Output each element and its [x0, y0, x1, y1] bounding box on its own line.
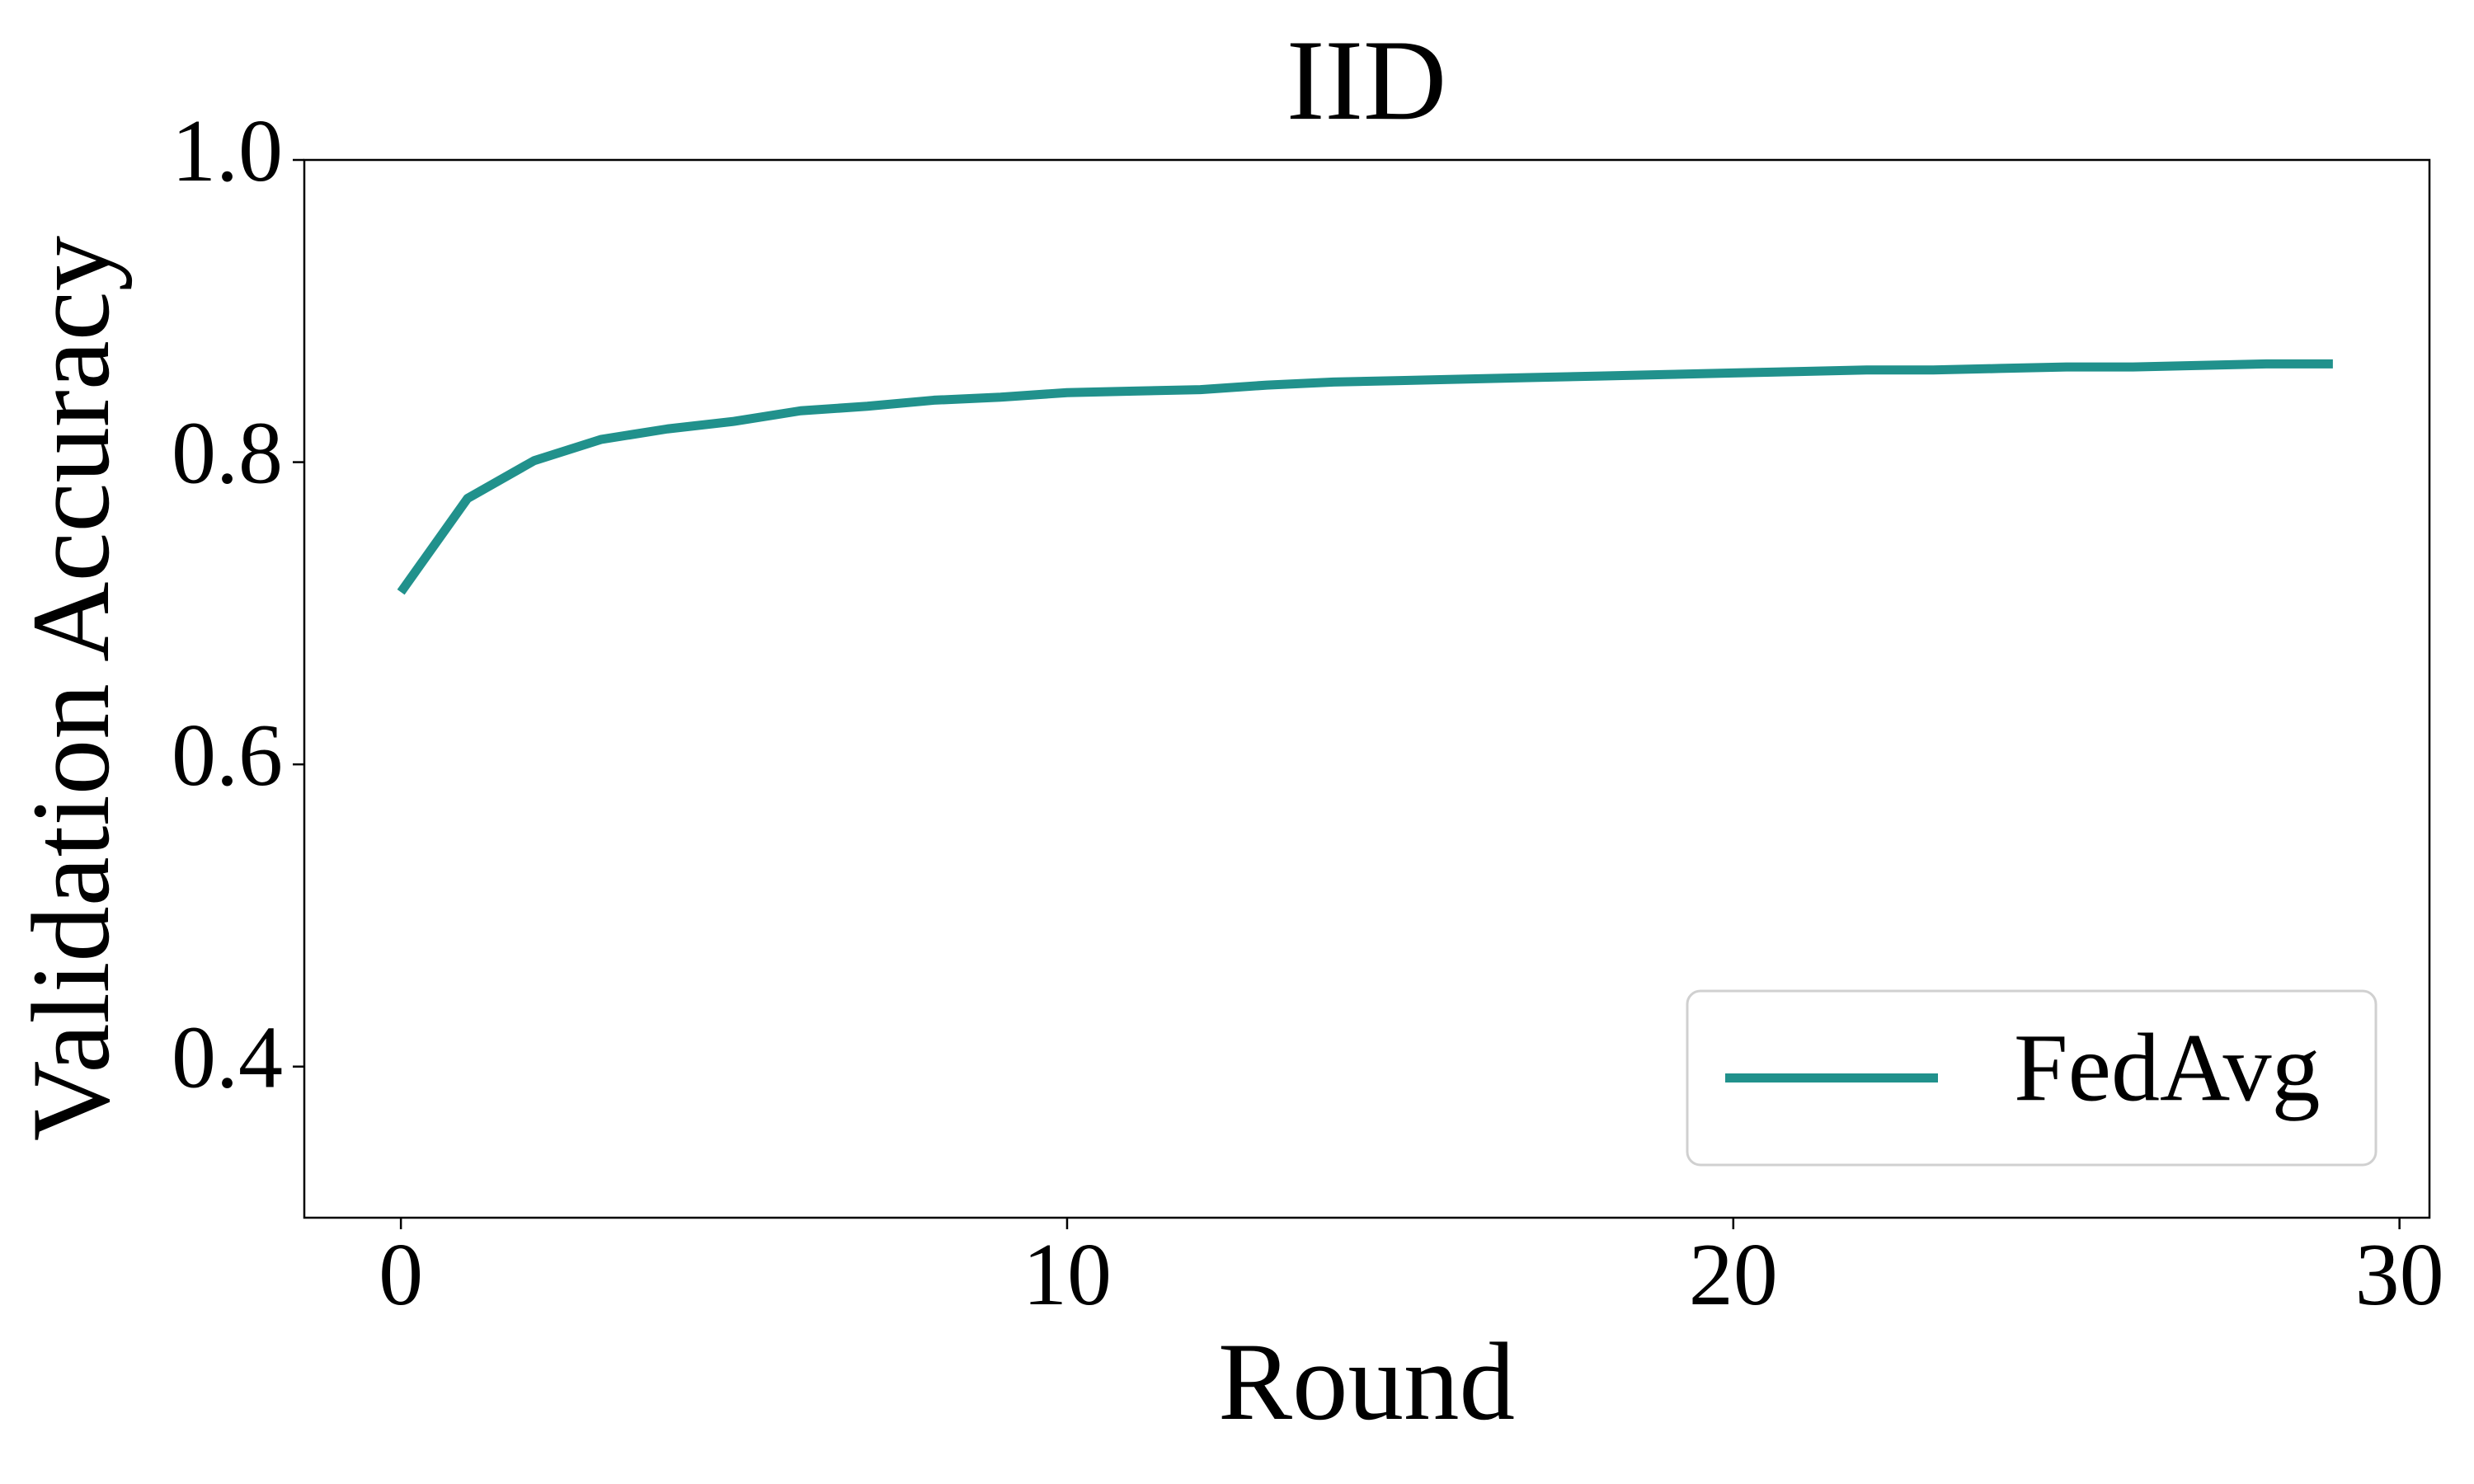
- legend-label: FedAvg: [2014, 1014, 2320, 1122]
- x-tick-label: 0: [379, 1226, 423, 1324]
- legend: FedAvg: [1686, 989, 2378, 1167]
- y-tick-label: 0.6: [172, 707, 283, 805]
- chart-title: IID: [1286, 16, 1446, 144]
- legend-box: [1686, 989, 2378, 1167]
- y-tick-label: 1.0: [172, 102, 283, 200]
- x-tick-label: 30: [2355, 1226, 2444, 1324]
- plot-frame: [303, 158, 2431, 1219]
- x-tick-label: 10: [1023, 1226, 1112, 1324]
- y-axis-label: Validation Accuracy: [10, 236, 133, 1141]
- y-tick-label: 0.8: [172, 404, 283, 502]
- y-tick-label: 0.4: [172, 1008, 283, 1106]
- x-axis-label: Round: [1218, 1321, 1515, 1444]
- x-tick-label: 20: [1689, 1226, 1778, 1324]
- data-line: [397, 359, 2333, 595]
